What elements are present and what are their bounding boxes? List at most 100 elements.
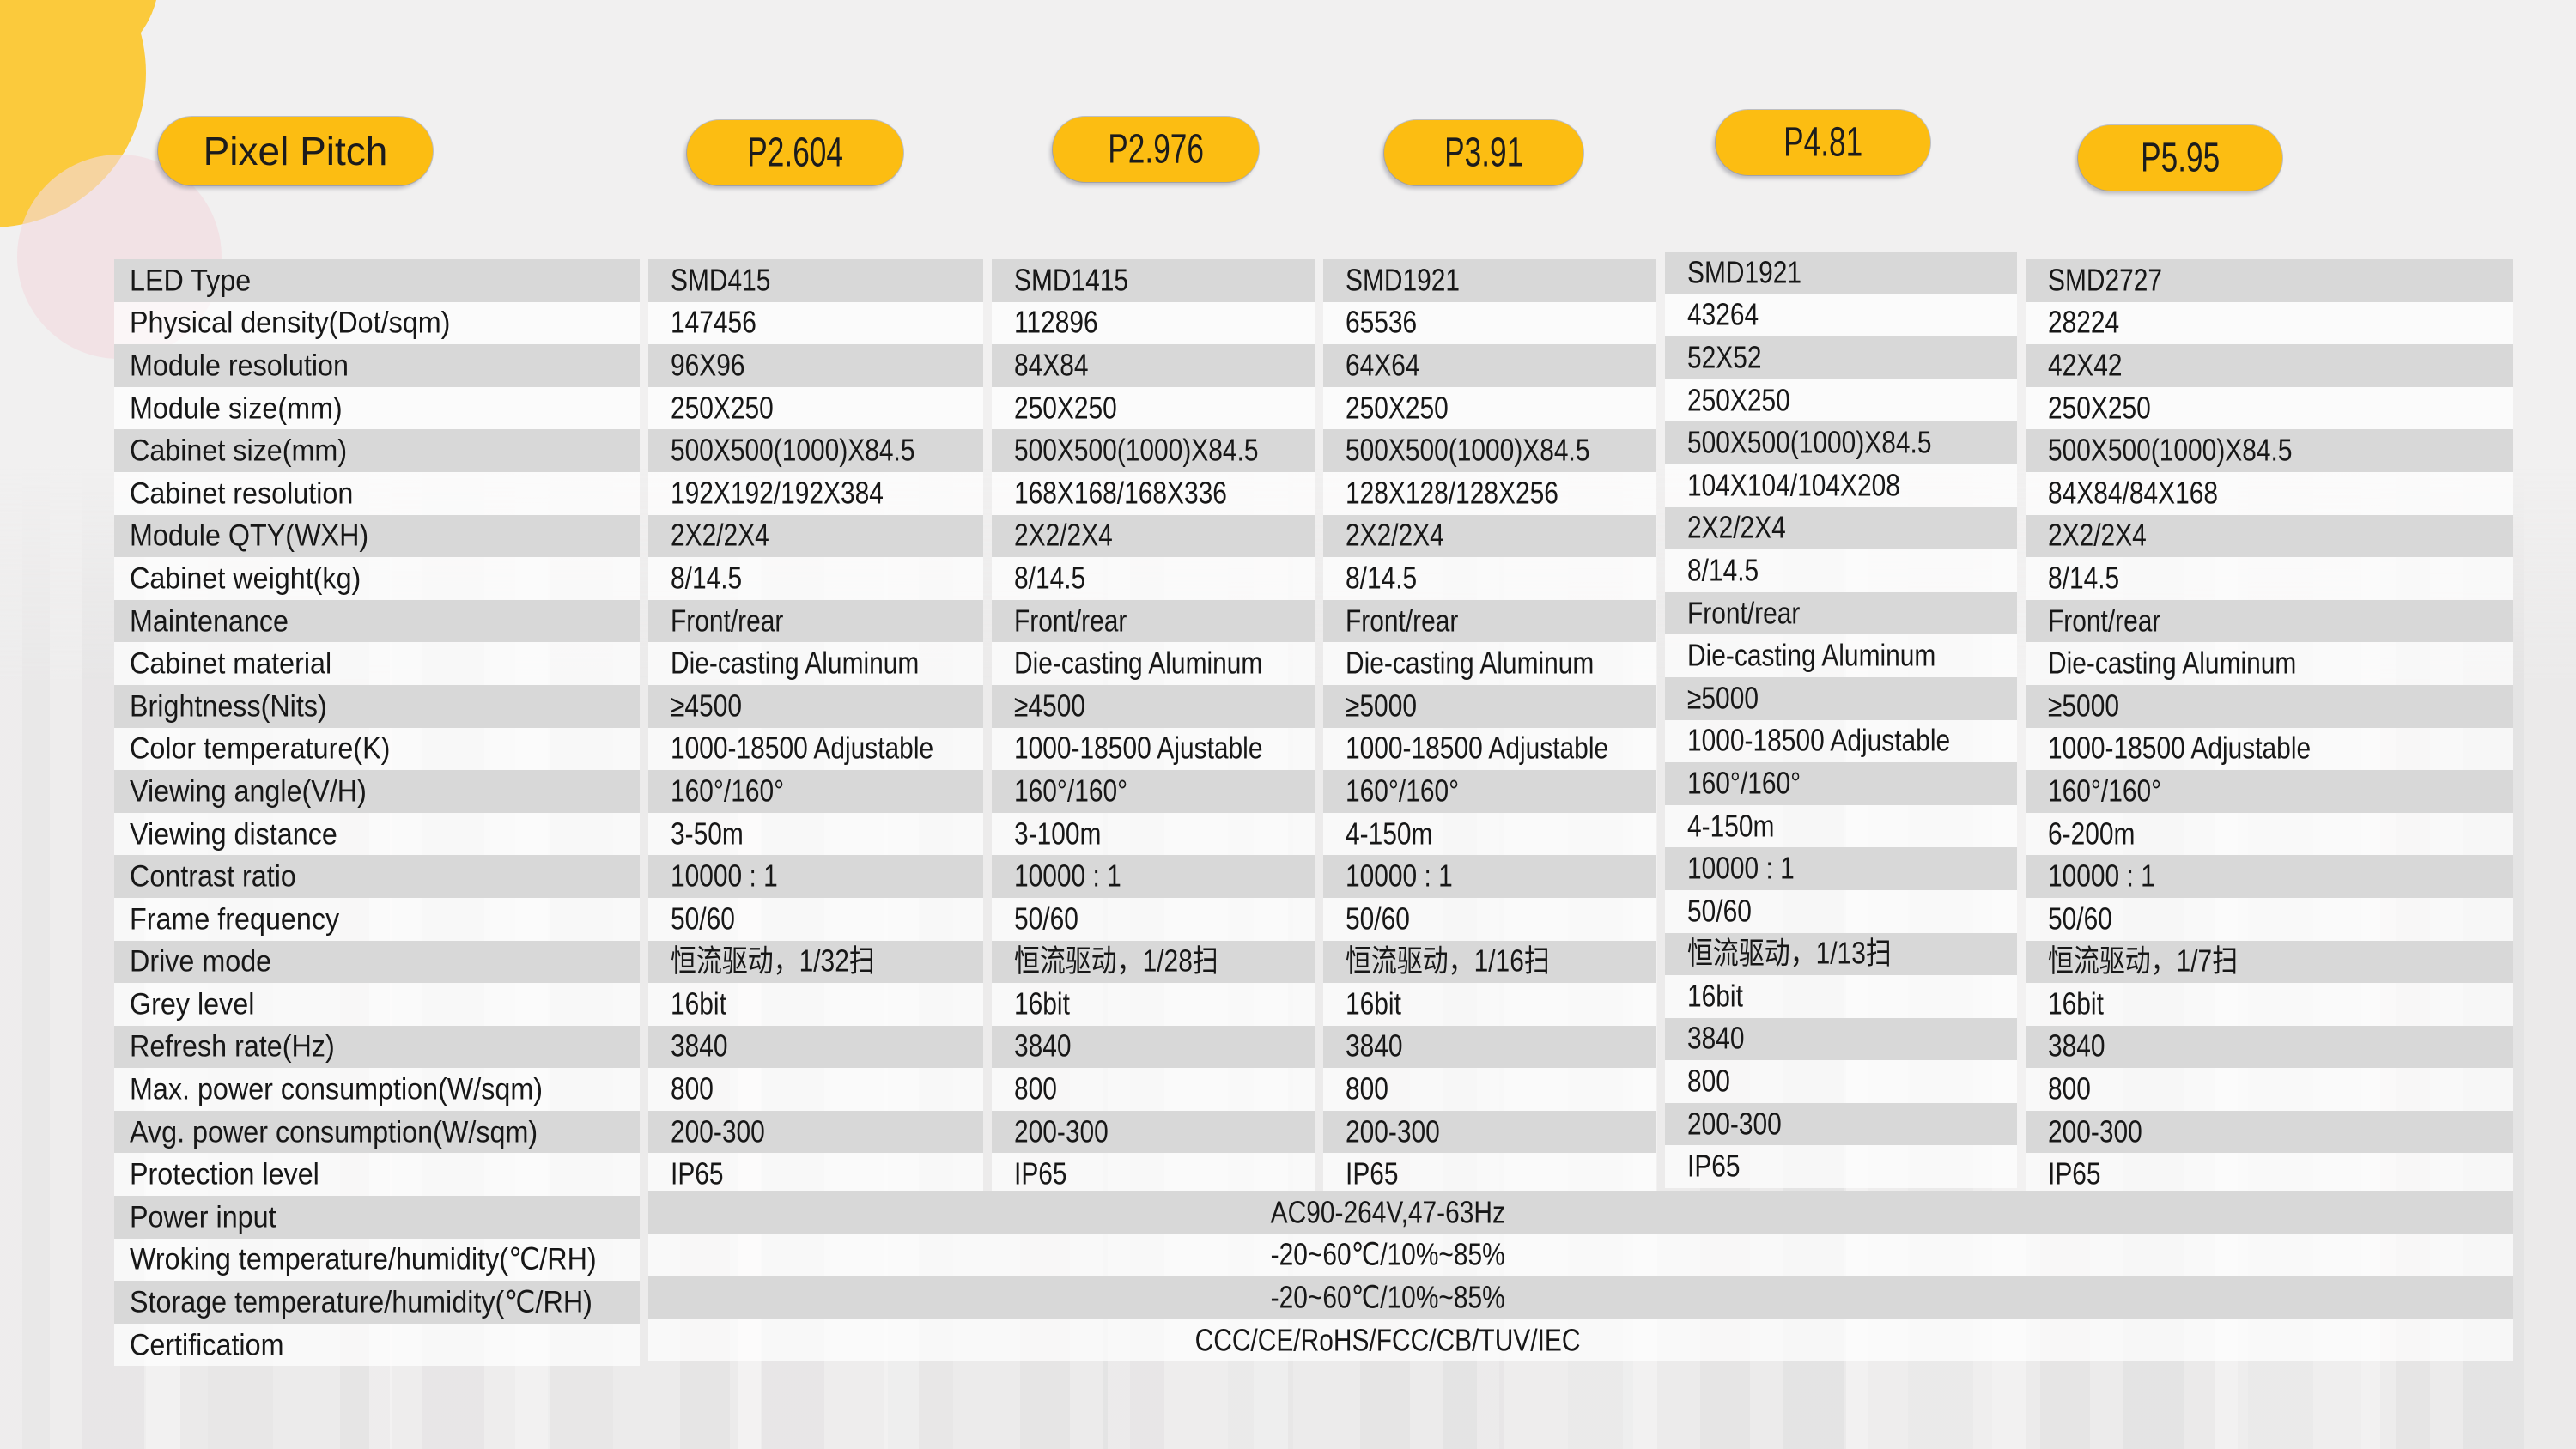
spec-value-text: ≥4500 xyxy=(1014,688,1085,724)
spec-value: 160°/160° xyxy=(2026,770,2513,813)
spec-value-text: Die-casting Aluminum xyxy=(1687,639,1936,674)
spec-value-text: 16bit xyxy=(671,986,726,1022)
row-label: Viewing angle(V/H) xyxy=(114,770,640,813)
spec-value: 50/60 xyxy=(2026,897,2513,941)
spec-value-text: 2X2/2X4 xyxy=(1687,511,1786,546)
spec-value-text: 50/60 xyxy=(1687,894,1752,929)
spec-value-text: 恒流驱动，1/28扫 xyxy=(1014,944,1218,979)
spec-value-text: 50/60 xyxy=(1346,901,1410,937)
spec-value-text: 65536 xyxy=(1346,306,1418,341)
row-label: Contrast ratio xyxy=(114,855,640,898)
spec-value-text: 52X52 xyxy=(1687,340,1762,376)
spec-value-text: Front/rear xyxy=(2048,603,2161,639)
table-row: Frame frequency 50/60 50/60 50/60 50/60 50/60 xyxy=(114,889,2513,941)
spec-value: 500X500(1000)X84.5 xyxy=(992,429,1315,472)
spec-value: 65536 xyxy=(1323,301,1656,345)
spec-value-merged: -20~60℃/10%~85% xyxy=(648,1276,2513,1319)
spec-value: SMD1921 xyxy=(1323,259,1656,302)
spec-value: 4-150m xyxy=(1665,804,2017,848)
spec-value: 800 xyxy=(2026,1068,2513,1111)
pitch-pill-label: P3.91 xyxy=(1443,129,1524,176)
spec-value: 恒流驱动，1/16扫 xyxy=(1323,940,1656,984)
spec-value-text: Front/rear xyxy=(671,603,784,639)
spec-value: IP65 xyxy=(2026,1153,2513,1197)
spec-value-text: Front/rear xyxy=(1346,603,1459,639)
spec-value-text: 3840 xyxy=(671,1029,728,1064)
spec-value: Front/rear xyxy=(2026,599,2513,643)
spec-value-merged: AC90-264V,47-63Hz xyxy=(648,1191,2513,1234)
spec-value: 8/14.5 xyxy=(2026,557,2513,600)
spec-value-text: 1000-18500 Adjustable xyxy=(671,731,934,767)
spec-value-text: 28224 xyxy=(2048,306,2120,341)
spec-value: 1000-18500 Adjustable xyxy=(648,727,983,771)
spec-value-text: 160°/160° xyxy=(1346,773,1460,809)
spec-value-text: 10000 : 1 xyxy=(1346,858,1453,894)
row-label: Maintenance xyxy=(114,599,640,643)
row-label: Module resolution xyxy=(114,344,640,387)
row-label: Max. power consumption(W/sqm) xyxy=(114,1068,640,1111)
spec-value-text: 250X250 xyxy=(2048,391,2151,426)
spec-value: 43264 xyxy=(1665,294,2017,337)
spec-value-text: 250X250 xyxy=(1687,383,1790,418)
row-label-text: Max. power consumption(W/sqm) xyxy=(130,1072,544,1106)
spec-value: 3840 xyxy=(1323,1025,1656,1069)
spec-value-merged-text: -20~60℃/10%~85% xyxy=(1270,1280,1505,1316)
spec-value-text: Front/rear xyxy=(1014,603,1127,639)
table-row-merged: Wroking temperature/humidity(℃/RH) -20~60… xyxy=(114,1234,2513,1282)
spec-value: Die-casting Aluminum xyxy=(2026,642,2513,685)
spec-value-text: 160°/160° xyxy=(2048,773,2162,809)
spec-value-text: 1000-18500 Adjustable xyxy=(1346,731,1609,767)
table-row: Refresh rate(Hz) 3840 3840 3840 3840 3840 xyxy=(114,1017,2513,1069)
spec-value: 3-50m xyxy=(648,812,983,856)
spec-value-text: 恒流驱动，1/13扫 xyxy=(1687,937,1892,972)
table-row-merged: Storage temperature/humidity(℃/RH) -20~60… xyxy=(114,1276,2513,1324)
spec-value-text: 10000 : 1 xyxy=(1014,858,1121,894)
spec-value-text: 250X250 xyxy=(1346,391,1449,426)
spec-value-text: Die-casting Aluminum xyxy=(671,646,920,682)
spec-value: 16bit xyxy=(1323,983,1656,1026)
spec-value-text: 2X2/2X4 xyxy=(1014,518,1113,554)
spec-value-text: 64X64 xyxy=(1346,348,1420,384)
spec-value: 500X500(1000)X84.5 xyxy=(2026,429,2513,472)
spec-value-text: 4-150m xyxy=(1687,809,1775,844)
spec-value: 8/14.5 xyxy=(648,557,983,600)
spec-value: SMD1921 xyxy=(1665,252,2017,294)
spec-value-text: 250X250 xyxy=(1014,391,1117,426)
spec-value-text: SMD2727 xyxy=(2048,263,2163,298)
table-row: Color temperature(K) 1000-18500 Adjustabl… xyxy=(114,719,2513,771)
spec-value: 1000-18500 Ajustable xyxy=(992,727,1315,771)
spec-value-text: 500X500(1000)X84.5 xyxy=(1014,433,1259,469)
spec-value-text: 500X500(1000)X84.5 xyxy=(671,433,915,469)
spec-value: Die-casting Aluminum xyxy=(648,642,983,685)
spec-value-text: Die-casting Aluminum xyxy=(1346,646,1595,682)
table-row: Cabinet resolution 192X192/192X384 168X168… xyxy=(114,464,2513,515)
spec-value-text: SMD1415 xyxy=(1014,263,1129,298)
spec-value: 160°/160° xyxy=(1323,770,1656,813)
spec-value: SMD415 xyxy=(648,259,983,302)
spec-value: 恒流驱动，1/13扫 xyxy=(1665,932,2017,976)
spec-value: SMD1415 xyxy=(992,259,1315,302)
table-row: Brightness(Nits) ≥4500 ≥4500 ≥5000 ≥5000 ≥500… xyxy=(114,676,2513,728)
row-label-text: Brightness(Nits) xyxy=(130,689,327,724)
spec-value-text: ≥5000 xyxy=(2048,688,2119,724)
spec-value: 250X250 xyxy=(648,386,983,430)
spec-value-text: 10000 : 1 xyxy=(2048,858,2155,894)
row-label: Protection level xyxy=(114,1153,640,1197)
spec-value: SMD2727 xyxy=(2026,259,2513,302)
row-label-text: Avg. power consumption(W/sqm) xyxy=(130,1115,538,1149)
spec-value: 3840 xyxy=(1665,1017,2017,1061)
table-row: Maintenance Front/rear Front/rear Front/rea… xyxy=(114,591,2513,643)
spec-value: Die-casting Aluminum xyxy=(1323,642,1656,685)
spec-value-text: 16bit xyxy=(2048,986,2104,1022)
spec-value-text: 恒流驱动，1/16扫 xyxy=(1346,944,1550,979)
spec-value-text: 1000-18500 Adjustable xyxy=(1687,724,1951,759)
spec-value: 500X500(1000)X84.5 xyxy=(1665,421,2017,464)
row-label: Viewing distance xyxy=(114,812,640,856)
spec-value: 160°/160° xyxy=(1665,762,2017,805)
spec-value: ≥5000 xyxy=(1665,676,2017,720)
spec-value: 50/60 xyxy=(1665,889,2017,933)
row-label: Frame frequency xyxy=(114,897,640,941)
spec-value: Front/rear xyxy=(1323,599,1656,643)
spec-value-text: 112896 xyxy=(1014,306,1098,341)
row-label: Module size(mm) xyxy=(114,386,640,430)
